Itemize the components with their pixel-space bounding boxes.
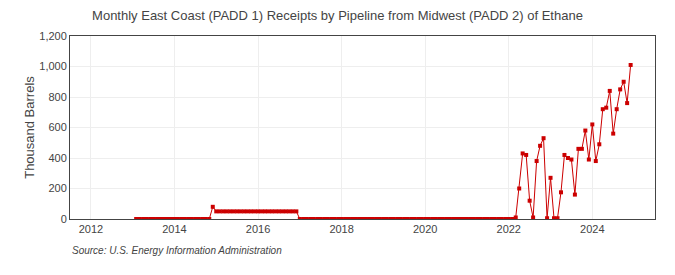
svg-text:2012: 2012	[79, 223, 103, 235]
svg-text:2020: 2020	[413, 223, 437, 235]
svg-text:2024: 2024	[580, 223, 604, 235]
svg-text:Monthly East Coast (PADD 1) Re: Monthly East Coast (PADD 1) Receipts by …	[92, 8, 583, 23]
svg-text:1,200: 1,200	[39, 30, 67, 42]
svg-text:400: 400	[48, 152, 66, 164]
svg-text:2014: 2014	[162, 223, 186, 235]
svg-text:600: 600	[48, 121, 66, 133]
svg-text:2018: 2018	[329, 223, 353, 235]
svg-text:2016: 2016	[246, 223, 270, 235]
svg-text:2022: 2022	[497, 223, 521, 235]
svg-text:800: 800	[48, 91, 66, 103]
svg-text:Source: U.S. Energy Informatio: Source: U.S. Energy Information Administ…	[72, 245, 282, 256]
svg-text:1,000: 1,000	[39, 60, 67, 72]
svg-text:Thousand Barrels: Thousand Barrels	[22, 76, 37, 179]
svg-text:0: 0	[61, 213, 67, 225]
svg-text:200: 200	[48, 182, 66, 194]
